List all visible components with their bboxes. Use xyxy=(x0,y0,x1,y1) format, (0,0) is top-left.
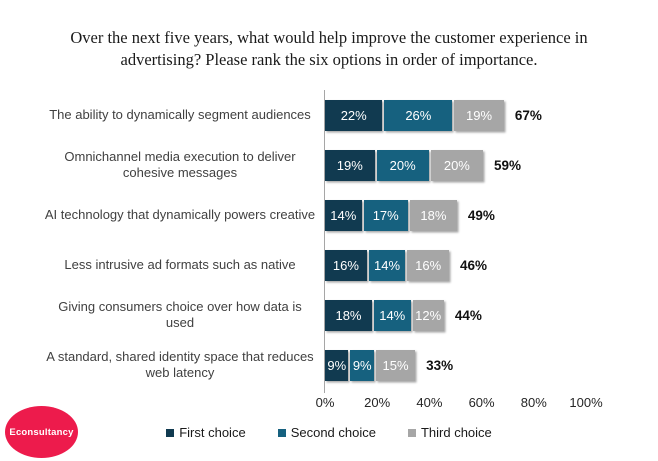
bar-segment-third-choice: 12% xyxy=(412,299,444,331)
category-label: A standard, shared identity space that r… xyxy=(46,348,314,380)
legend-label: First choice xyxy=(179,425,246,440)
segment-value-label: 14% xyxy=(330,207,357,223)
page-title: Over the next five years, what would hel… xyxy=(70,28,588,70)
y-axis-line xyxy=(324,90,325,393)
segment-value-label: 14% xyxy=(374,257,401,273)
bar-stack: 18% 14% 12% xyxy=(325,299,446,331)
x-axis: 0% 20% 40% 60% 80% 100% xyxy=(316,395,603,411)
bar-segment-first-choice: 9% xyxy=(325,349,349,381)
segment-value-label: 19% xyxy=(336,157,363,173)
bar-segment-second-choice: 14% xyxy=(368,249,406,281)
total-label: 33% xyxy=(426,357,454,373)
bar-row: Omnichannel media execution to deliver c… xyxy=(0,140,658,190)
x-axis-tick-label: 40% xyxy=(416,395,443,410)
logo-text: Econsultancy xyxy=(9,426,74,438)
category-label: Giving consumers choice over how data is… xyxy=(58,298,302,330)
category-label: Omnichannel media execution to deliver c… xyxy=(64,148,296,180)
bar-segment-second-choice: 20% xyxy=(376,149,429,181)
bar-area: 22% 26% 19% 67% xyxy=(325,90,542,140)
bar-stack: 16% 14% 16% xyxy=(325,249,451,281)
bar-segment-second-choice: 17% xyxy=(363,199,408,231)
bar-segment-first-choice: 22% xyxy=(325,99,383,131)
category-label: The ability to dynamically segment audie… xyxy=(49,106,311,122)
x-axis-tick-label: 0% xyxy=(315,395,335,410)
bar-row: Giving consumers choice over how data is… xyxy=(0,290,658,340)
bar-segment-first-choice: 19% xyxy=(325,149,375,181)
bar-row: The ability to dynamically segment audie… xyxy=(0,90,658,140)
total-label: 67% xyxy=(514,107,542,123)
bar-segment-third-choice: 18% xyxy=(409,199,457,231)
bar-stack: 19% 20% 20% xyxy=(325,149,485,181)
segment-value-label: 26% xyxy=(405,107,432,123)
segment-value-label: 18% xyxy=(335,307,362,323)
bar-area: 16% 14% 16% 46% xyxy=(325,240,487,290)
x-axis-tick-label: 80% xyxy=(520,395,547,410)
total-label: 44% xyxy=(454,307,482,323)
segment-value-label: 17% xyxy=(372,207,399,223)
stacked-bar-chart: The ability to dynamically segment audie… xyxy=(0,90,658,410)
legend-label: Third choice xyxy=(420,425,492,440)
segment-value-label: 9% xyxy=(352,357,372,373)
total-label: 46% xyxy=(460,257,488,273)
bar-stack: 9% 9% 15% xyxy=(325,349,417,381)
x-axis-tick-label: 60% xyxy=(468,395,495,410)
segment-value-label: 18% xyxy=(420,207,447,223)
x-axis-tick-label: 100% xyxy=(569,395,603,410)
legend-item: Second choice xyxy=(277,425,376,440)
bar-segment-second-choice: 26% xyxy=(384,99,453,131)
bar-row: Less intrusive ad formats such as native… xyxy=(0,240,658,290)
bar-stack: 14% 17% 18% xyxy=(325,199,459,231)
segment-value-label: 20% xyxy=(443,157,470,173)
bar-segment-third-choice: 16% xyxy=(407,249,450,281)
segment-value-label: 22% xyxy=(340,107,367,123)
segment-value-label: 19% xyxy=(466,107,493,123)
legend-swatch-first-choice xyxy=(166,428,175,437)
segment-value-label: 16% xyxy=(415,257,442,273)
segment-value-label: 20% xyxy=(389,157,416,173)
bar-row: A standard, shared identity space that r… xyxy=(0,340,658,390)
segment-value-label: 14% xyxy=(379,307,406,323)
legend-swatch-third-choice xyxy=(407,428,416,437)
category-label: AI technology that dynamically powers cr… xyxy=(44,206,316,222)
bar-area: 19% 20% 20% 59% xyxy=(325,140,521,190)
bar-stack: 22% 26% 19% xyxy=(325,99,506,131)
total-label: 49% xyxy=(467,207,495,223)
segment-value-label: 16% xyxy=(332,257,359,273)
legend-item: Third choice xyxy=(407,425,492,440)
bar-segment-third-choice: 15% xyxy=(375,349,416,381)
bar-segment-second-choice: 14% xyxy=(373,299,411,331)
segment-value-label: 15% xyxy=(382,357,409,373)
legend-item: First choice xyxy=(166,425,246,440)
econsultancy-logo: Econsultancy xyxy=(5,406,78,458)
bar-area: 9% 9% 15% 33% xyxy=(325,340,453,390)
x-axis-tick-label: 20% xyxy=(364,395,391,410)
category-label: Less intrusive ad formats such as native xyxy=(64,256,296,272)
total-label: 59% xyxy=(493,157,521,173)
bar-area: 14% 17% 18% 49% xyxy=(325,190,495,240)
bar-row: AI technology that dynamically powers cr… xyxy=(0,190,658,240)
bar-area: 18% 14% 12% 44% xyxy=(325,290,482,340)
legend-label: Second choice xyxy=(290,425,376,440)
segment-value-label: 9% xyxy=(327,357,347,373)
bar-rows: The ability to dynamically segment audie… xyxy=(0,90,658,390)
legend: First choice Second choice Third choice xyxy=(0,425,658,440)
bar-segment-third-choice: 20% xyxy=(430,149,483,181)
bar-segment-first-choice: 16% xyxy=(325,249,367,281)
segment-value-label: 12% xyxy=(415,307,442,323)
legend-swatch-second-choice xyxy=(277,428,286,437)
bar-segment-first-choice: 18% xyxy=(325,299,372,331)
bar-segment-second-choice: 9% xyxy=(350,349,374,381)
bar-segment-first-choice: 14% xyxy=(325,199,362,231)
bar-segment-third-choice: 19% xyxy=(454,99,504,131)
